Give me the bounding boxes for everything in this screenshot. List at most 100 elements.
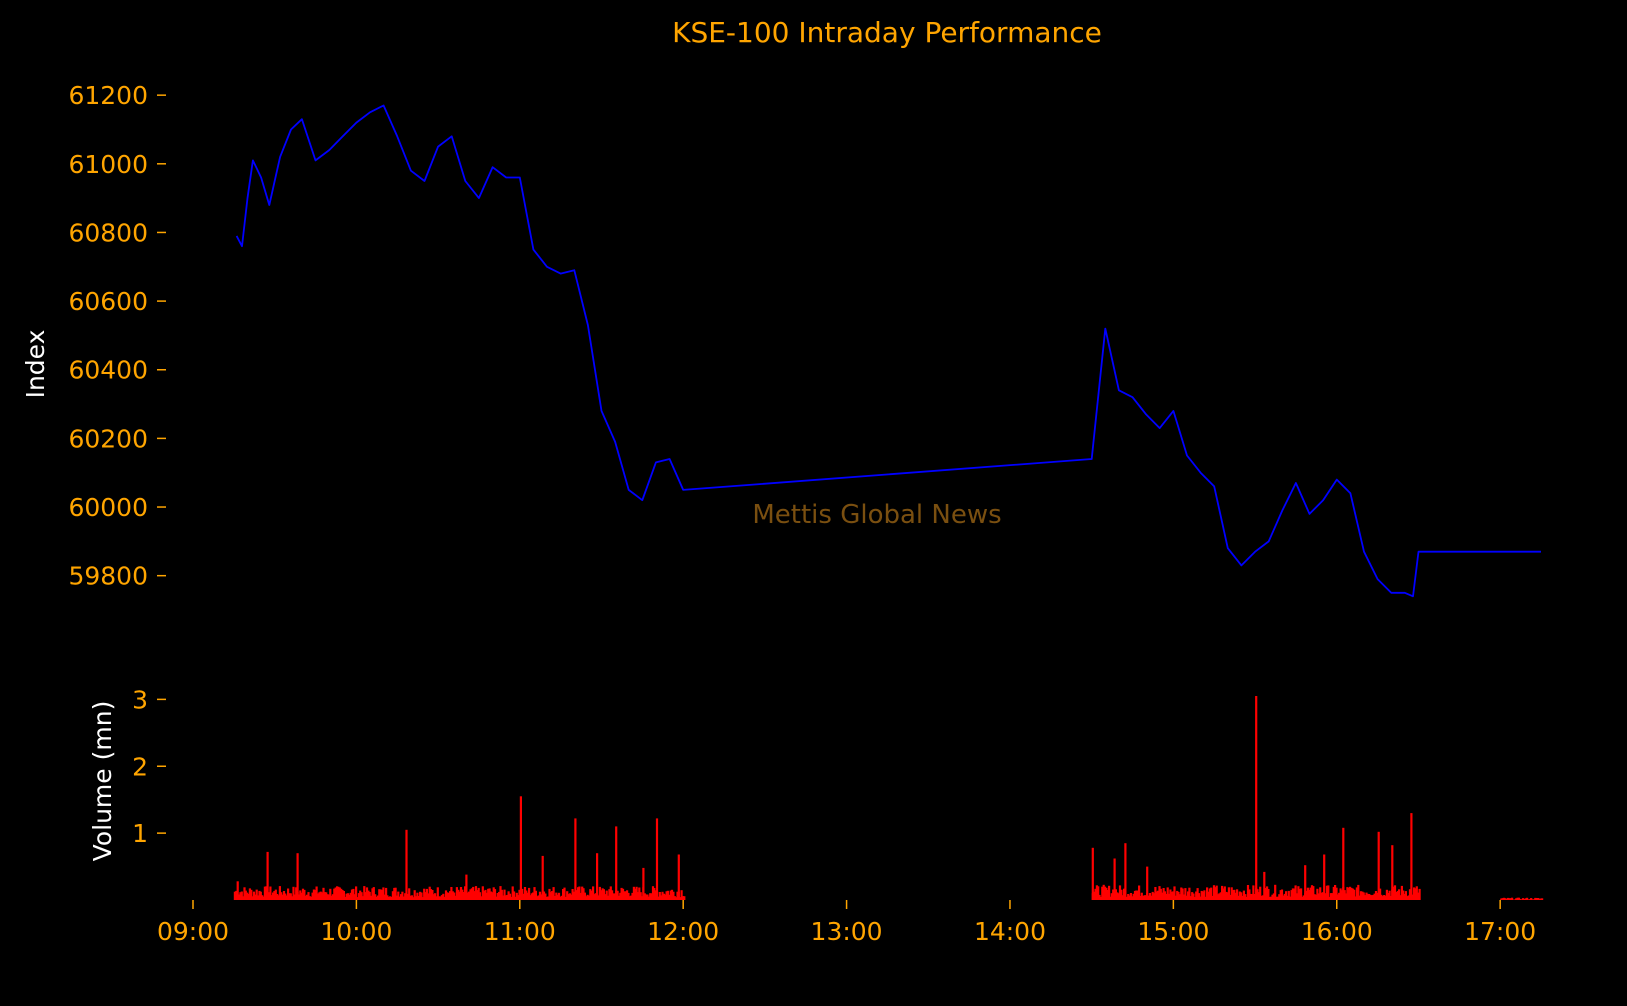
volume-bar xyxy=(376,895,379,900)
volume-bar xyxy=(273,891,276,900)
volume-bar xyxy=(1118,885,1122,900)
volume-bar xyxy=(310,896,313,900)
volume-bar xyxy=(1193,897,1196,900)
volume-bar xyxy=(277,895,280,900)
volume-bar xyxy=(372,887,375,900)
volume-bar xyxy=(1251,894,1254,900)
volume-bar xyxy=(341,890,344,900)
volume-bar xyxy=(651,886,655,900)
volume-bar xyxy=(1199,896,1202,900)
volume-bar xyxy=(1350,887,1353,900)
volume-bar xyxy=(338,887,341,900)
volume-bar xyxy=(390,897,393,900)
volume-bar xyxy=(308,896,311,900)
volume-bar xyxy=(1225,891,1228,900)
volume-bar xyxy=(645,894,648,900)
volume-bar xyxy=(1323,854,1326,900)
volume-bar xyxy=(378,889,381,900)
volume-bar xyxy=(567,894,570,900)
volume-bar xyxy=(568,893,571,900)
volume-bar xyxy=(257,895,260,900)
volume-bar xyxy=(518,889,521,900)
volume-bar xyxy=(1101,886,1104,900)
volume-bar xyxy=(244,890,247,900)
volume-bar xyxy=(1539,898,1542,900)
volume-bar xyxy=(526,892,529,900)
volume-bar xyxy=(458,891,461,900)
volume-bar xyxy=(1402,890,1405,900)
volume-bar xyxy=(1411,894,1414,900)
volume-bar xyxy=(1413,887,1416,900)
volume-bar xyxy=(451,891,454,900)
volume-bar xyxy=(1185,895,1188,900)
volume-bar xyxy=(363,886,366,900)
volume-bar xyxy=(1148,893,1152,900)
volume-bar xyxy=(345,893,348,900)
volume-bar xyxy=(1241,895,1244,900)
volume-bar xyxy=(1501,898,1504,900)
volume-bar xyxy=(1091,847,1094,900)
volume-bar xyxy=(1245,896,1248,900)
watermark: Mettis Global News xyxy=(752,500,1001,530)
volume-bar xyxy=(382,887,385,900)
volume-bar xyxy=(1181,888,1184,900)
volume-bar xyxy=(503,889,506,900)
volume-bar xyxy=(627,892,630,900)
x-tick-label: 09:00 xyxy=(157,917,229,946)
volume-bar xyxy=(608,889,611,900)
volume-bar xyxy=(1368,894,1371,900)
volume-bar xyxy=(1357,884,1360,900)
volume-bar xyxy=(1166,887,1169,900)
volume-bar xyxy=(1301,896,1304,900)
volume-bar xyxy=(424,892,427,900)
volume-bar xyxy=(601,888,604,900)
volume-bar xyxy=(258,890,261,900)
volume-bar xyxy=(287,888,290,900)
x-axis: 09:00 10:00 11:00 12:00 13:00 14:00 15:00 16:00… xyxy=(157,900,1536,946)
volume-bar xyxy=(379,889,382,900)
volume-bar xyxy=(1369,894,1372,900)
volume-bar xyxy=(548,888,551,900)
volume-bar xyxy=(336,886,339,900)
volume-bar xyxy=(1140,892,1143,900)
volume-bar xyxy=(421,897,424,900)
x-tick-label: 15:00 xyxy=(1137,917,1209,946)
volume-bar xyxy=(478,892,482,900)
volume-bar xyxy=(350,889,354,900)
volume-bar xyxy=(1123,888,1126,900)
volume-bar xyxy=(435,896,438,900)
volume-bar xyxy=(1222,888,1225,900)
volume-bar xyxy=(1144,895,1147,900)
volume-bar xyxy=(661,891,664,900)
volume-bar xyxy=(680,890,683,900)
volume-bar xyxy=(1098,894,1101,900)
volume-bar xyxy=(1290,890,1293,900)
volume-bar xyxy=(612,893,615,900)
volume-bar xyxy=(1264,887,1267,900)
volume-bar xyxy=(412,897,415,900)
volume-bar xyxy=(653,888,656,900)
volume-bar xyxy=(1313,894,1316,900)
volume-bar xyxy=(606,895,610,900)
volume-bar xyxy=(578,886,581,900)
volume-bar xyxy=(259,891,262,900)
volume-bar xyxy=(240,891,243,900)
price-tick-label: 60800 xyxy=(68,218,148,247)
volume-bar xyxy=(438,896,441,900)
volume-bar xyxy=(1152,893,1156,900)
volume-bar xyxy=(1370,895,1373,900)
volume-bar xyxy=(398,896,401,900)
volume-bar xyxy=(547,896,550,900)
volume-bar xyxy=(314,889,317,900)
volume-bar xyxy=(1218,893,1221,900)
volume-bar xyxy=(1417,892,1420,900)
volume-bar xyxy=(303,889,306,900)
volume-bar xyxy=(513,891,516,900)
volume-bar xyxy=(553,896,556,900)
volume-bar xyxy=(1133,890,1137,900)
volume-bar xyxy=(1332,886,1335,900)
volume-bar xyxy=(375,896,378,900)
volume-bar xyxy=(311,892,314,900)
volume-bar xyxy=(1354,896,1357,900)
volume-bar xyxy=(669,890,672,900)
